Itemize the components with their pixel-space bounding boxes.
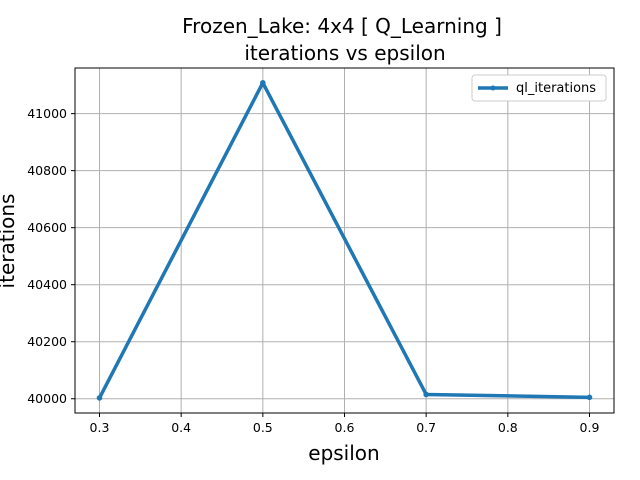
- y-tick-label: 40400: [27, 277, 67, 292]
- x-tick-label: 0.6: [335, 420, 355, 435]
- legend-box: [471, 74, 607, 102]
- data-point: [586, 394, 593, 401]
- data-point: [260, 80, 266, 86]
- data-point: [96, 395, 103, 401]
- chart-title-line1: Frozen_Lake: 4x4 [ Q_Learning ]: [182, 14, 502, 38]
- chart-title-line2: iterations vs epsilon: [244, 41, 445, 65]
- x-axis-label: epsilon: [308, 441, 379, 465]
- y-tick-label: 40800: [27, 163, 67, 178]
- legend-marker-ql-iterations: [490, 85, 496, 91]
- x-tick-label: 0.9: [580, 420, 600, 435]
- data-point: [423, 391, 429, 398]
- plot-area: [96, 80, 593, 401]
- x-tick-label: 0.3: [90, 420, 110, 435]
- x-tick-label: 0.7: [416, 420, 436, 435]
- grid-lines: [75, 68, 614, 413]
- y-axis-ticks: 40000 40200 40400 40600 40800 41000: [27, 106, 75, 406]
- y-tick-label: 40600: [27, 220, 67, 235]
- y-tick-label: 40200: [27, 334, 67, 349]
- x-axis-ticks: 0.3 0.4 0.5 0.6 0.7 0.8 0.9: [90, 413, 600, 435]
- y-axis-label: iterations: [0, 194, 19, 289]
- legend: ql_iterations: [471, 74, 607, 102]
- series-line-ql_iterations: [97, 81, 590, 400]
- x-tick-label: 0.8: [498, 420, 518, 435]
- x-tick-label: 0.5: [253, 420, 273, 435]
- legend-label-ql-iterations: ql_iterations: [516, 81, 596, 96]
- y-tick-label: 41000: [27, 106, 67, 121]
- y-tick-label: 40000: [27, 391, 67, 406]
- x-tick-label: 0.4: [171, 420, 191, 435]
